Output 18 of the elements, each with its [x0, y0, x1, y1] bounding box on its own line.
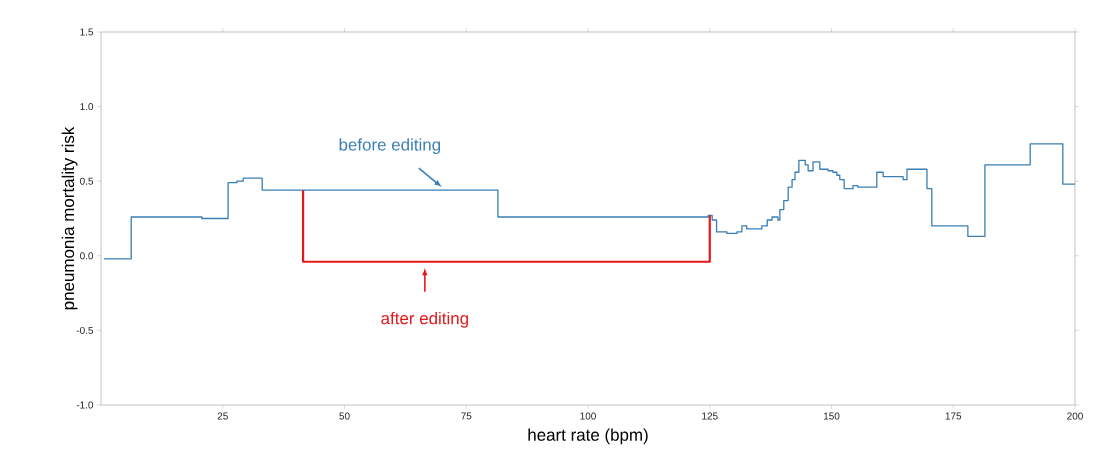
x-tick-label: 100	[580, 412, 596, 420]
x-tick-label: 50	[339, 412, 350, 420]
x-tick-label: 25	[217, 412, 228, 420]
x-axis-title: heart rate (bpm)	[528, 428, 648, 445]
x-tick-label: 175	[945, 412, 962, 420]
y-tick-label: 1.5	[80, 28, 94, 36]
x-tick-label: 200	[1067, 412, 1083, 420]
y-tick-label: 1.0	[80, 103, 94, 111]
y-tick-label: -0.5	[76, 326, 94, 334]
x-tick-label: 150	[823, 412, 840, 420]
annotation: before editing	[339, 138, 441, 155]
y-tick-label: 0.5	[80, 177, 94, 185]
y-axis-title: pneumonia mortality risk	[61, 126, 78, 310]
y-tick-label: -1.0	[76, 401, 94, 409]
x-tick-label: 125	[702, 412, 718, 420]
y-tick-label: 0.0	[80, 252, 94, 260]
x-tick-label: 75	[461, 412, 472, 420]
annotation: after editing	[381, 311, 468, 328]
